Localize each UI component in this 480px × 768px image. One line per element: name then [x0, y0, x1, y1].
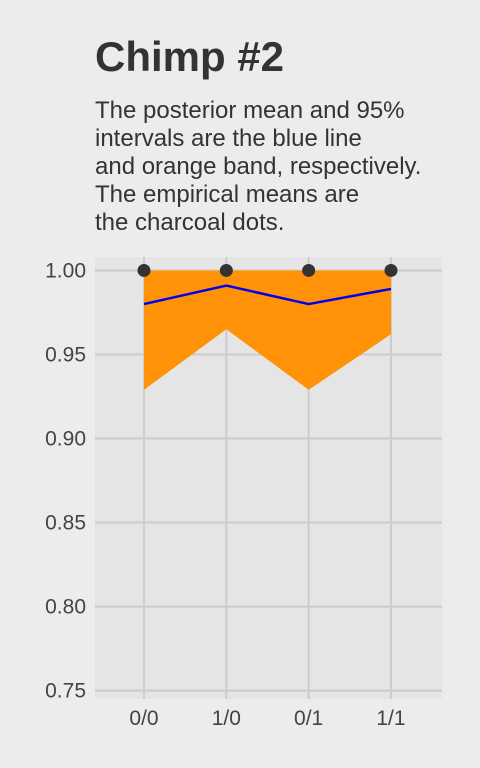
y-tick-label: 0.80 — [45, 596, 86, 619]
x-tick-label: 1/1 — [376, 707, 405, 730]
y-tick-label: 0.95 — [45, 343, 86, 366]
x-tick-label: 0/0 — [129, 707, 158, 730]
subtitle-line: The empirical means are — [95, 181, 360, 208]
x-tick-label: 0/1 — [294, 707, 323, 730]
y-tick-label: 0.90 — [45, 428, 86, 451]
y-tick-label: 0.85 — [45, 512, 86, 535]
y-tick-label: 1.00 — [45, 259, 86, 282]
y-tick-label: 0.75 — [45, 680, 86, 703]
posterior-mean-line — [143, 284, 392, 306]
empirical-mean-point — [219, 263, 233, 277]
empirical-points-layer — [137, 263, 398, 277]
subtitle-line: and orange band, respectively. — [95, 153, 422, 180]
subtitle-line: The posterior mean and 95% — [95, 97, 405, 124]
y-axis-ticks: 0.75 0.80 0.85 0.90 0.95 1.00 — [45, 259, 86, 702]
x-axis-ticks: 0/0 1/0 0/1 1/1 — [129, 707, 405, 730]
mean-line-layer — [143, 284, 392, 306]
subtitle-line: intervals are the blue line — [95, 125, 362, 152]
chart-title: Chimp #2 — [95, 33, 285, 80]
chart-subtitle: The posterior mean and 95% intervals are… — [95, 97, 475, 237]
empirical-mean-point — [384, 263, 398, 277]
subtitle-line: the charcoal dots. — [95, 209, 285, 236]
empirical-mean-point — [137, 263, 151, 277]
x-tick-label: 1/0 — [212, 707, 241, 730]
empirical-mean-point — [302, 263, 316, 277]
